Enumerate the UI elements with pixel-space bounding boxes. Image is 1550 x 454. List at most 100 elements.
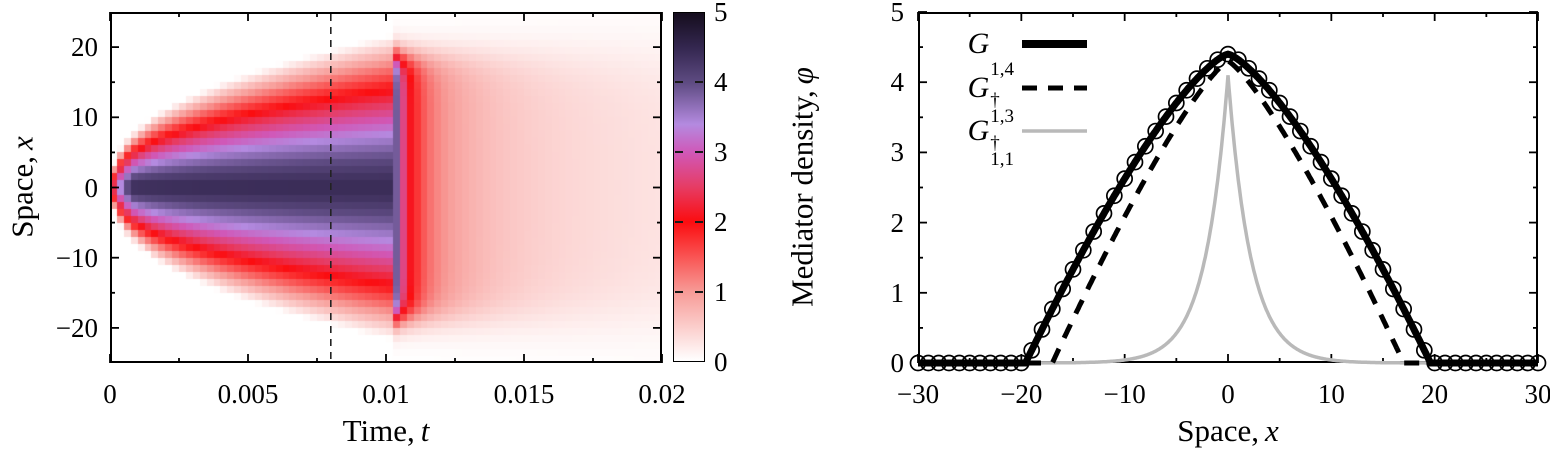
colorbar-tick-label: 1 (714, 277, 728, 307)
heatmap-panel (109, 12, 663, 363)
legend-sub: 1,3 (990, 106, 1014, 127)
data-point-circle (1364, 241, 1382, 259)
data-point-circle (1302, 137, 1320, 155)
legend-sup: † (990, 133, 1000, 154)
data-point-circle (1167, 94, 1185, 112)
data-point-circle (1457, 354, 1475, 372)
data-point-circle (1519, 354, 1537, 372)
legend-glyph: G (967, 114, 990, 147)
data-point-circle (1333, 187, 1351, 205)
left-x-tick-label: 0 (103, 379, 117, 409)
left-y-tick-label: 10 (71, 102, 98, 133)
left-y-tick-label: −10 (55, 242, 98, 273)
left-x-axis-title-var: t (420, 413, 430, 448)
plot-frame (110, 12, 662, 363)
legend-subscript-stack: † 1,1 (990, 133, 1014, 170)
data-point-circle (1074, 241, 1092, 259)
data-point-circle (1477, 354, 1495, 372)
data-point-circle (1126, 153, 1144, 171)
legend-subscript-stack: † 1,3 (990, 91, 1014, 127)
left-x-axis-title: Time, t (236, 412, 536, 450)
data-point-circle (1322, 170, 1340, 187)
data-point-circle (1033, 321, 1051, 338)
data-point-circle (909, 354, 927, 372)
data-point-circle (1064, 261, 1082, 278)
left-x-axis-title-text: Time, (342, 413, 415, 448)
data-point-circle (930, 354, 948, 372)
right-x-axis-title-text: Space, (1177, 413, 1259, 448)
data-point-circle (981, 354, 999, 372)
data-point-circle (1116, 170, 1134, 187)
data-point-circle (1291, 122, 1309, 140)
data-point-circle (1343, 205, 1361, 222)
data-point-circle (1353, 223, 1371, 240)
data-point-circle (1209, 51, 1227, 69)
right-x-tick-label: −10 (1103, 379, 1146, 409)
legend-label-g11: G † 1,1 (926, 110, 1014, 169)
data-point-circle (1054, 280, 1072, 298)
colorbar-tick-label: 0 (714, 347, 728, 377)
data-point-circle (1415, 341, 1433, 359)
data-point-circle (1085, 223, 1103, 240)
data-point-circle (1240, 59, 1258, 77)
right-y-tick-label: 2 (890, 207, 905, 238)
colorbar-gradient (673, 12, 705, 362)
data-point-circle (1178, 81, 1196, 99)
data-point-circle (1198, 59, 1216, 77)
data-point-circle (1529, 354, 1547, 372)
left-y-tick-label: −20 (55, 312, 98, 343)
right-x-tick-label: −20 (1000, 379, 1043, 409)
right-x-axis-title: Space, x (1078, 412, 1378, 450)
right-y-axis-title: Mediator density, φ (784, 12, 822, 363)
data-point-circle (1250, 70, 1268, 87)
left-x-tick-label: 0.005 (217, 379, 279, 409)
right-x-tick-label: 30 (1524, 379, 1550, 409)
legend-glyph: G (967, 27, 990, 60)
colorbar-tick-label: 4 (714, 67, 728, 97)
data-point-circle (1023, 341, 1041, 359)
left-y-axis-title-var: x (4, 136, 40, 150)
left-x-tick-label: 0.01 (362, 379, 410, 409)
legend-sub: 1,1 (990, 149, 1014, 170)
left-y-tick-label: 20 (71, 32, 98, 63)
data-point-circle (1374, 261, 1392, 278)
legend-glyph: G (967, 71, 990, 104)
right-y-tick-label: 3 (890, 137, 905, 168)
right-x-tick-label: 10 (1317, 379, 1345, 409)
right-y-tick-label: 0 (890, 348, 905, 378)
colorbar-tick-label: 2 (714, 207, 728, 237)
right-y-tick-label: 1 (890, 277, 905, 308)
line-panel (909, 11, 1547, 372)
legend-label-g13: G † 1,3 (926, 67, 1014, 126)
colorbar (673, 12, 705, 362)
data-point-circle (1229, 51, 1247, 69)
data-point-circle (1136, 137, 1154, 155)
right-x-tick-label: 20 (1421, 379, 1449, 409)
data-point-circle (1095, 205, 1113, 222)
colorbar-tick-marks (675, 81, 703, 293)
data-point-circle (1002, 354, 1020, 372)
right-x-axis-title-var: x (1265, 413, 1279, 448)
data-point-circle (1384, 280, 1402, 298)
left-x-tick-label: 0.015 (493, 379, 555, 409)
data-point-circle (1157, 108, 1175, 125)
data-point-circle (1043, 300, 1061, 318)
series-g14-curve (918, 50, 1538, 367)
data-point-circle (1147, 122, 1165, 140)
legend-label-g14: G 1,4 (926, 23, 1014, 79)
data-point-circle (1436, 354, 1454, 372)
data-point-circle (961, 354, 979, 372)
right-y-axis-title-var: φ (784, 67, 820, 85)
data-point-circle (950, 354, 968, 372)
data-point-circle (1271, 94, 1289, 112)
heatmap-canvas (110, 12, 662, 363)
left-y-tick-label: 0 (84, 172, 99, 203)
heatmap-axes (109, 12, 663, 363)
data-point-circle (1488, 354, 1506, 372)
data-point-circle (1188, 70, 1206, 87)
legend-sub: 1,4 (990, 59, 1014, 80)
data-point-circle (1498, 354, 1516, 372)
data-point-circle (1405, 321, 1423, 338)
data-point-circle (1281, 108, 1299, 125)
